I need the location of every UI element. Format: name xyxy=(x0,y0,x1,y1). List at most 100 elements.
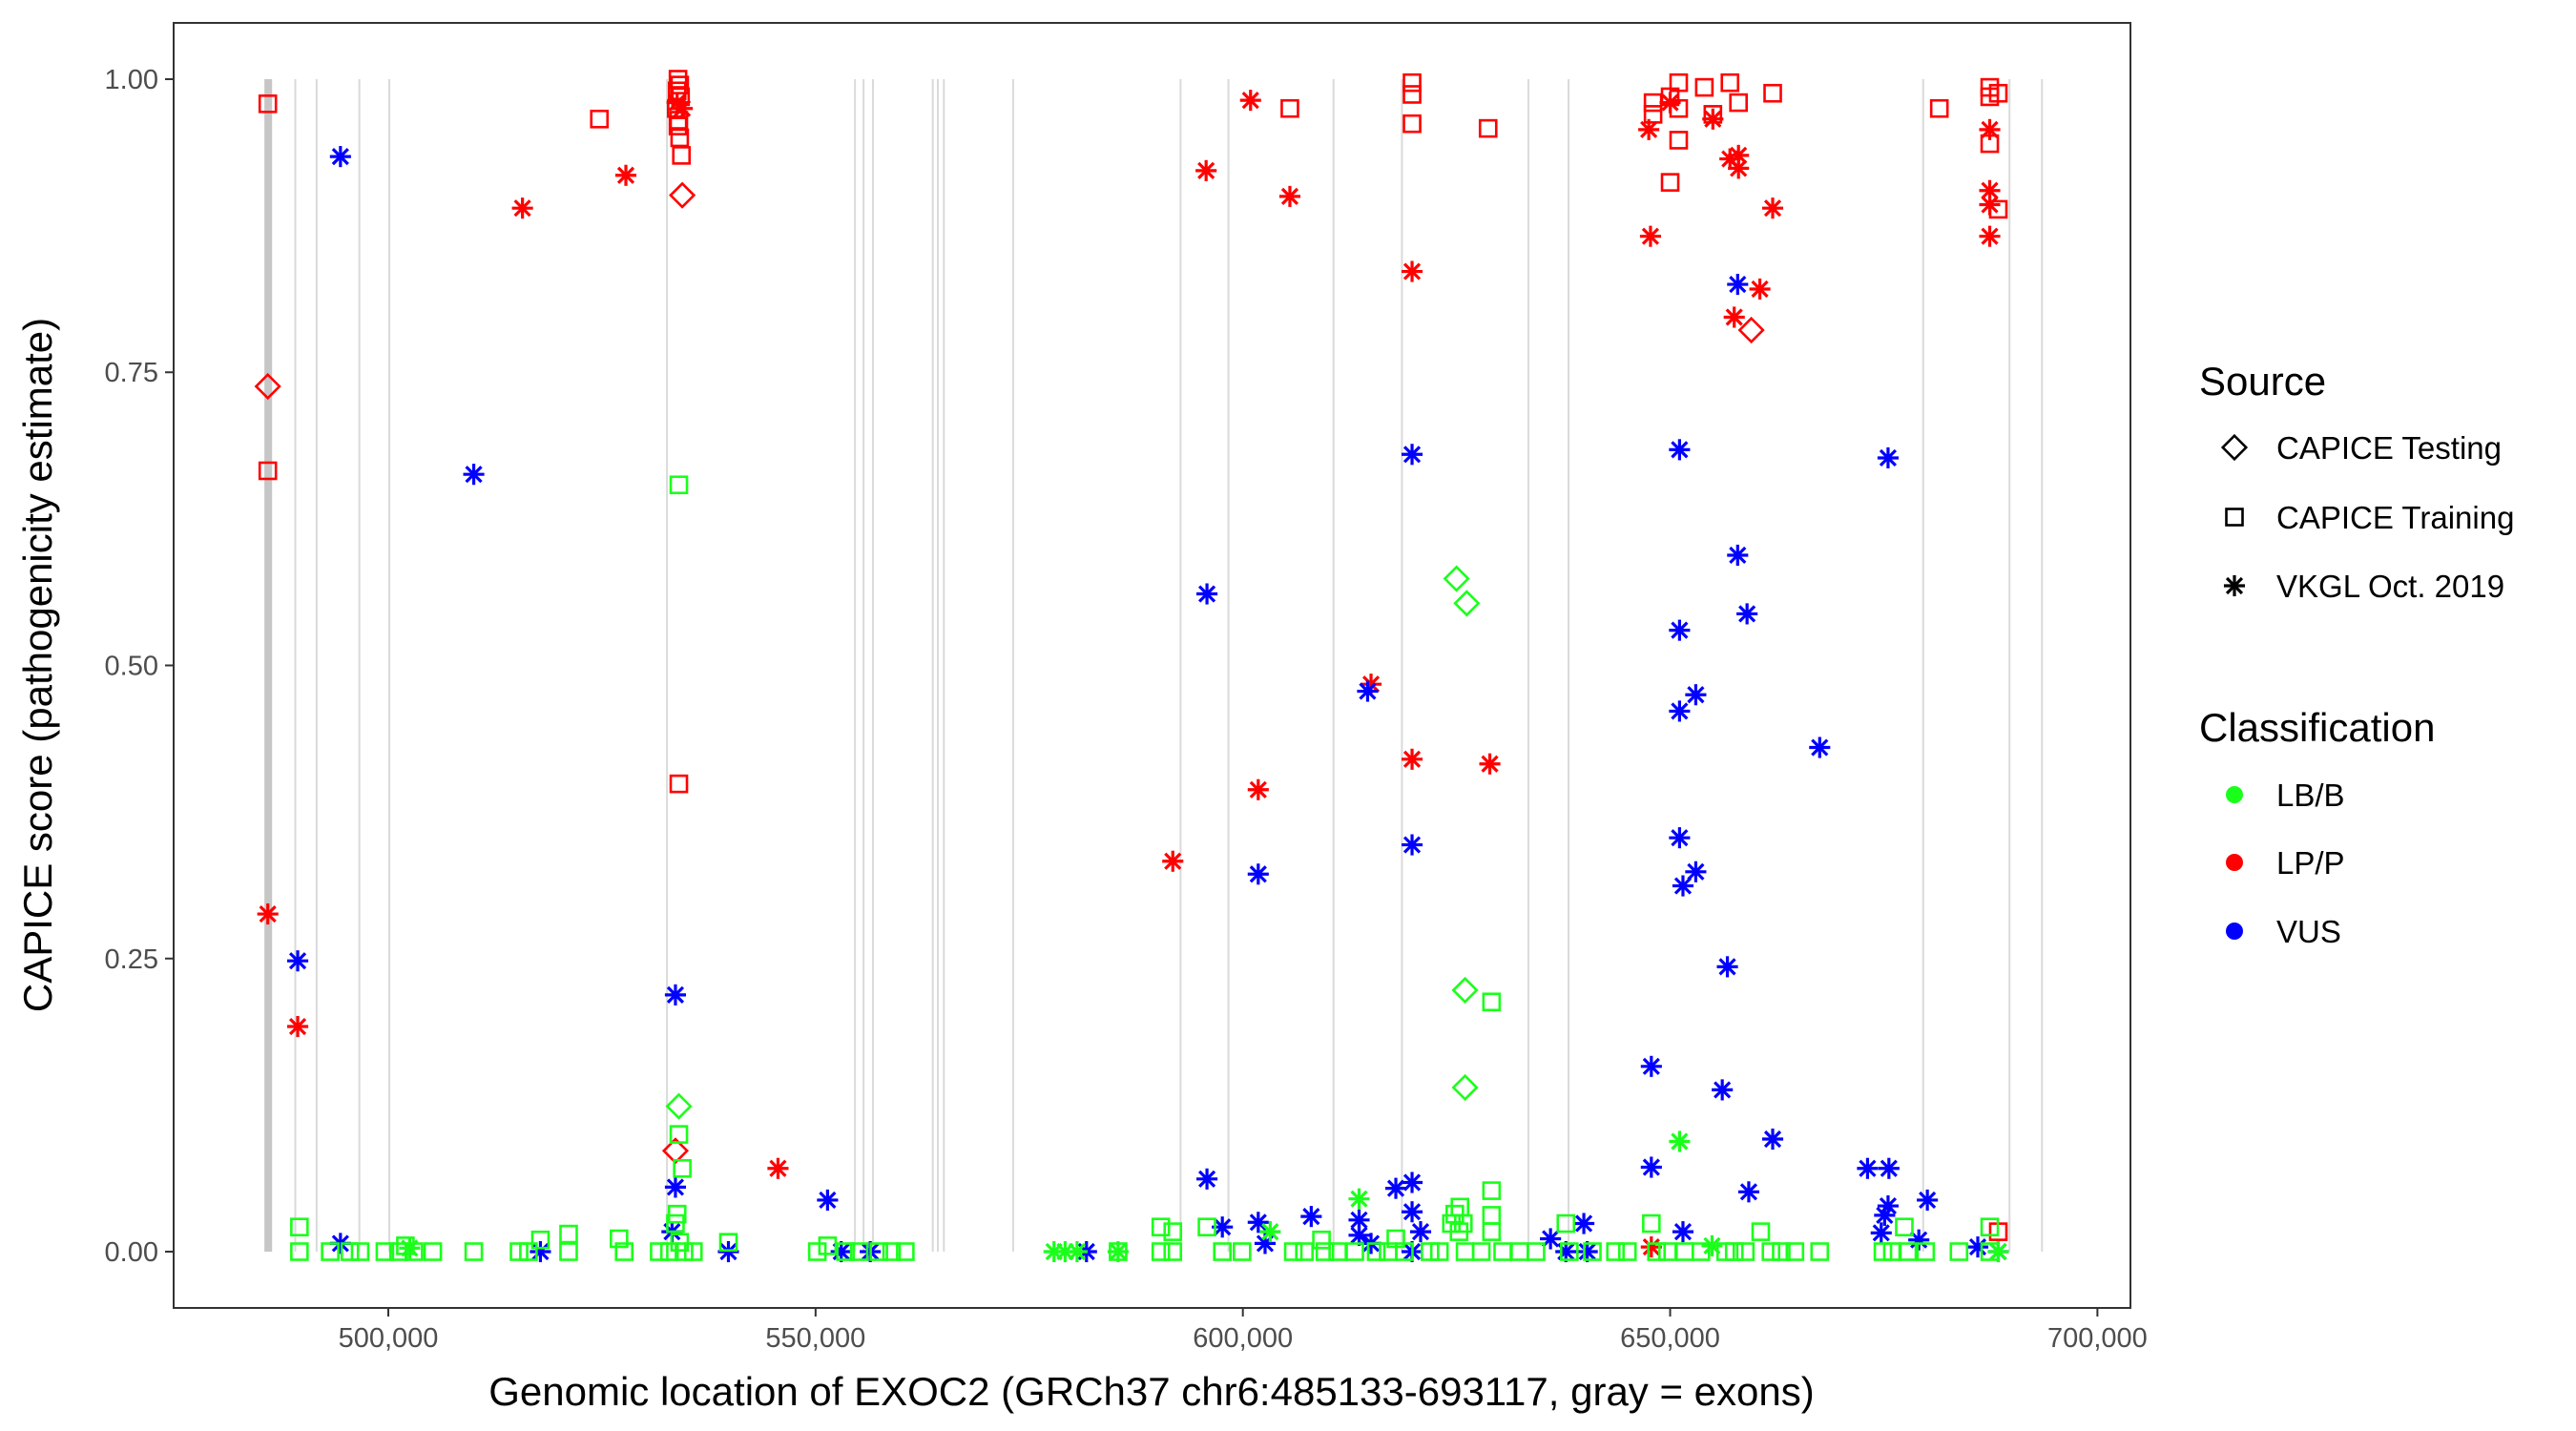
data-point-square-lbb xyxy=(610,1229,629,1249)
asterisk-stroke xyxy=(1714,1081,1732,1099)
data-point-square-lbb xyxy=(869,1242,888,1261)
data-point-asterisk-lpp xyxy=(1640,1236,1662,1258)
asterisk-stroke xyxy=(1968,1238,1987,1256)
asterisk-stroke xyxy=(1197,1170,1216,1188)
data-point-square-lbb xyxy=(1295,1242,1314,1261)
asterisk-stroke xyxy=(1811,738,1829,757)
x-tick-label: 600,000 xyxy=(1193,1323,1293,1354)
exon-band xyxy=(1568,78,1570,1253)
data-point-square-lbb xyxy=(1642,1213,1661,1234)
data-point-square-lbb xyxy=(1527,1242,1546,1261)
data-point-square-lbb xyxy=(350,1242,370,1261)
data-point-asterisk-vus xyxy=(1672,1221,1694,1243)
asterisk-stroke xyxy=(1640,120,1658,138)
data-point-square-lbb xyxy=(1583,1242,1602,1261)
y-tick-label: 0.25 xyxy=(105,944,158,975)
data-point-asterisk-lpp xyxy=(1239,90,1261,112)
asterisk-stroke xyxy=(1280,187,1299,205)
asterisk-stroke xyxy=(1879,1196,1898,1215)
y-axis-title: CAPICE score (pathogenicity estimate) xyxy=(15,318,60,1012)
data-point-square-lbb xyxy=(509,1242,529,1261)
asterisk-stroke xyxy=(1261,1223,1279,1241)
data-point-square-lbb xyxy=(1735,1242,1755,1261)
data-point-asterisk-vus xyxy=(1669,827,1691,849)
data-point-square-lbb xyxy=(1197,1217,1216,1236)
data-point-square-lbb xyxy=(669,1125,689,1144)
data-point-square-lbb xyxy=(818,1236,838,1255)
data-point-asterisk-lpp xyxy=(1761,197,1784,219)
data-point-square-lbb xyxy=(1691,1242,1711,1261)
data-point-asterisk-vus xyxy=(1196,1168,1218,1190)
data-point-asterisk-lpp xyxy=(511,197,533,219)
asterisk-stroke xyxy=(1068,1242,1087,1261)
data-point-square-lbb xyxy=(530,1230,551,1250)
data-point-square-lpp xyxy=(1988,83,2008,103)
data-point-square-lbb xyxy=(836,1242,855,1261)
asterisk-stroke xyxy=(1729,275,1747,294)
data-point-asterisk-lpp xyxy=(1728,157,1750,179)
data-point-square-lpp xyxy=(669,774,689,794)
asterisk-stroke xyxy=(1642,1158,1660,1176)
data-point-square-lbb xyxy=(807,1242,827,1261)
data-point-square-lbb xyxy=(1109,1242,1128,1261)
asterisk-stroke xyxy=(1241,92,1259,110)
data-point-asterisk-vus xyxy=(1300,1206,1322,1228)
data-point-square-lpp xyxy=(670,128,690,148)
exon-band xyxy=(943,78,945,1253)
data-point-square-lbb xyxy=(1772,1242,1791,1261)
data-point-diamond-lpp xyxy=(661,1137,690,1165)
legend-key-dot-icon xyxy=(2226,854,2243,871)
data-point-square-lbb xyxy=(673,1158,692,1178)
asterisk-stroke xyxy=(1578,1242,1596,1261)
data-point-asterisk-vus xyxy=(664,1176,687,1198)
data-point-asterisk-vus xyxy=(329,146,351,168)
legend-source-label: VKGL Oct. 2019 xyxy=(2276,569,2504,604)
asterisk-stroke xyxy=(288,952,307,970)
data-point-square-lpp xyxy=(1643,105,1663,124)
data-point-square-lbb xyxy=(290,1217,309,1236)
exon-band xyxy=(2008,78,2011,1253)
asterisk-stroke xyxy=(1687,862,1705,881)
asterisk-stroke xyxy=(1704,110,1722,128)
exon-band xyxy=(1011,78,1014,1253)
asterisk-stroke xyxy=(331,148,349,166)
asterisk-stroke xyxy=(1919,1191,1937,1210)
asterisk-stroke xyxy=(1402,750,1422,768)
asterisk-stroke xyxy=(1481,755,1499,773)
data-point-square-lpp xyxy=(1669,131,1689,150)
data-point-square-lbb xyxy=(1151,1242,1171,1261)
data-point-square-lpp xyxy=(1402,114,1422,134)
data-point-square-lbb xyxy=(1312,1230,1331,1250)
data-point-square-lbb xyxy=(1151,1217,1171,1236)
data-point-square-lpp xyxy=(1660,173,1680,192)
asterisk-stroke xyxy=(1197,585,1216,603)
asterisk-stroke xyxy=(1718,958,1736,976)
data-point-square-lbb xyxy=(464,1242,484,1261)
data-point-square-lbb xyxy=(290,1242,309,1261)
data-point-square-lbb xyxy=(896,1242,915,1261)
data-point-square-lpp xyxy=(670,75,690,94)
data-point-square-lbb xyxy=(1163,1242,1183,1261)
data-point-diamond-lpp xyxy=(254,372,281,401)
data-point-square-lbb xyxy=(1283,1242,1303,1261)
asterisk-stroke xyxy=(1402,262,1422,280)
data-point-square-lbb xyxy=(1421,1242,1440,1261)
asterisk-stroke xyxy=(1402,1173,1422,1192)
data-point-square-lbb xyxy=(1213,1242,1232,1261)
asterisk-stroke xyxy=(819,1191,837,1210)
data-point-square-lbb xyxy=(1471,1242,1491,1261)
data-point-square-lpp xyxy=(1929,98,1949,118)
asterisk-stroke xyxy=(1729,546,1747,565)
data-point-asterisk-lpp xyxy=(1247,778,1269,800)
asterisk-stroke xyxy=(1214,1218,1232,1236)
data-point-square-lbb xyxy=(423,1242,443,1261)
data-point-asterisk-vus xyxy=(1409,1221,1432,1243)
legend-class-label: LP/P xyxy=(2276,845,2345,881)
asterisk-stroke xyxy=(1197,161,1215,179)
y-tick-label: 0.75 xyxy=(105,358,158,388)
data-point-square-lbb xyxy=(1429,1242,1449,1261)
legend-key-dot-icon xyxy=(2226,923,2243,940)
data-point-square-lbb xyxy=(1163,1222,1183,1241)
data-point-asterisk-lpp xyxy=(1749,278,1771,301)
